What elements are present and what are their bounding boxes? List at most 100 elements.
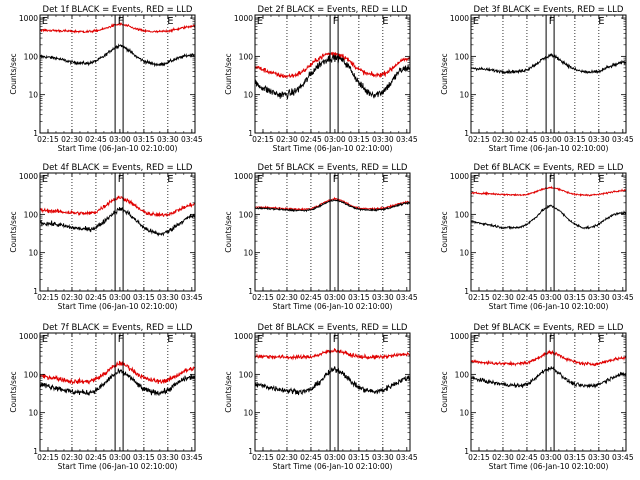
x-tick-label: 03:00 bbox=[324, 453, 346, 462]
x-tick-label: 03:00 bbox=[540, 453, 562, 462]
chart-title: Det 8f BLACK = Events, RED = LLD bbox=[258, 323, 408, 333]
segment-marker-label: F bbox=[118, 174, 124, 185]
y-axis-label: Counts/sec bbox=[224, 211, 233, 252]
y-tick-label: 1 bbox=[33, 287, 38, 296]
y-tick-label: 10 bbox=[459, 409, 469, 418]
x-tick-label: 02:45 bbox=[516, 453, 538, 462]
y-axis-label: Counts/sec bbox=[9, 53, 18, 94]
x-tick-label: 02:45 bbox=[300, 453, 322, 462]
x-tick-label: 02:45 bbox=[300, 293, 322, 302]
y-tick-label: 1000 bbox=[19, 332, 38, 341]
x-tick-label: 03:45 bbox=[181, 293, 203, 302]
series-line bbox=[40, 195, 195, 218]
series-line bbox=[255, 51, 410, 79]
x-tick-label: 02:30 bbox=[492, 453, 514, 462]
x-tick-label: 02:15 bbox=[468, 293, 490, 302]
series-line bbox=[255, 366, 410, 396]
x-tick-label: 03:00 bbox=[109, 453, 131, 462]
y-tick-label: 100 bbox=[455, 370, 470, 379]
series-line bbox=[255, 196, 410, 211]
y-tick-label: 10 bbox=[243, 249, 253, 258]
y-axis-label: Counts/sec bbox=[224, 371, 233, 412]
segment-marker-label: E bbox=[598, 174, 604, 185]
x-tick-label: 03:15 bbox=[133, 293, 155, 302]
x-tick-label: 03:00 bbox=[540, 135, 562, 144]
series-line bbox=[40, 22, 195, 34]
y-tick-label: 1000 bbox=[450, 14, 469, 23]
x-tick-label: 03:15 bbox=[564, 135, 586, 144]
segment-marker-label: E bbox=[167, 334, 173, 345]
y-tick-label: 100 bbox=[239, 52, 254, 61]
x-tick-label: 03:15 bbox=[564, 453, 586, 462]
x-tick-label: 03:00 bbox=[540, 293, 562, 302]
x-tick-label: 02:15 bbox=[37, 453, 59, 462]
x-tick-label: 02:30 bbox=[61, 293, 83, 302]
x-tick-label: 02:30 bbox=[276, 453, 298, 462]
segment-marker-label: F bbox=[333, 334, 339, 345]
y-tick-label: 100 bbox=[24, 52, 39, 61]
x-tick-label: 03:15 bbox=[564, 293, 586, 302]
series-line bbox=[471, 185, 626, 198]
x-tick-label: 03:30 bbox=[157, 453, 179, 462]
segment-marker-label: E bbox=[257, 174, 263, 185]
x-axis-label: Start Time (06-Jan-10 02:10:00) bbox=[58, 144, 178, 153]
series-line bbox=[255, 348, 410, 361]
x-axis-label: Start Time (06-Jan-10 02:10:00) bbox=[273, 462, 393, 471]
segment-marker-label: E bbox=[257, 16, 263, 27]
series-line bbox=[471, 52, 626, 75]
y-tick-label: 10 bbox=[28, 249, 38, 258]
x-tick-label: 03:45 bbox=[181, 135, 203, 144]
x-tick-label: 02:30 bbox=[276, 135, 298, 144]
x-axis-label: Start Time (06-Jan-10 02:10:00) bbox=[58, 462, 178, 471]
series-line bbox=[40, 360, 195, 386]
x-tick-label: 02:15 bbox=[37, 135, 59, 144]
x-tick-label: 03:45 bbox=[612, 293, 634, 302]
x-tick-label: 02:30 bbox=[492, 293, 514, 302]
x-tick-label: 03:00 bbox=[109, 135, 131, 144]
y-tick-label: 1000 bbox=[234, 14, 253, 23]
x-tick-label: 02:45 bbox=[300, 135, 322, 144]
x-axis-label: Start Time (06-Jan-10 02:10:00) bbox=[58, 302, 178, 311]
plot-frame bbox=[254, 332, 411, 452]
x-axis-label: Start Time (06-Jan-10 02:10:00) bbox=[489, 462, 609, 471]
y-tick-label: 1000 bbox=[450, 172, 469, 181]
plot-frame bbox=[39, 332, 196, 452]
chart-title: Det 6f BLACK = Events, RED = LLD bbox=[474, 163, 624, 173]
x-tick-label: 03:15 bbox=[133, 453, 155, 462]
segment-marker-label: E bbox=[598, 16, 604, 27]
x-tick-label: 03:15 bbox=[133, 135, 155, 144]
series-line bbox=[471, 366, 626, 389]
segment-marker-label: E bbox=[382, 334, 388, 345]
plot-frame bbox=[39, 172, 196, 292]
x-tick-label: 03:45 bbox=[396, 135, 418, 144]
segment-marker-label: F bbox=[333, 16, 339, 27]
chart-title: Det 7f BLACK = Events, RED = LLD bbox=[43, 323, 193, 333]
y-tick-label: 10 bbox=[243, 91, 253, 100]
x-tick-label: 03:30 bbox=[372, 293, 394, 302]
segment-marker-label: E bbox=[167, 174, 173, 185]
segment-marker-label: F bbox=[118, 334, 124, 345]
y-tick-label: 1 bbox=[248, 447, 253, 456]
y-tick-label: 1000 bbox=[234, 172, 253, 181]
y-tick-label: 10 bbox=[28, 409, 38, 418]
series-line bbox=[471, 349, 626, 367]
series-line bbox=[255, 53, 410, 100]
series-line bbox=[40, 43, 195, 68]
x-tick-label: 02:45 bbox=[85, 453, 107, 462]
y-tick-label: 100 bbox=[455, 210, 470, 219]
x-tick-label: 02:15 bbox=[252, 293, 274, 302]
chart-title: Det 9f BLACK = Events, RED = LLD bbox=[474, 323, 624, 333]
y-axis-label: Counts/sec bbox=[440, 211, 449, 252]
segment-marker-label: F bbox=[333, 174, 339, 185]
x-tick-label: 03:15 bbox=[348, 293, 370, 302]
y-tick-label: 1 bbox=[33, 129, 38, 138]
y-tick-label: 100 bbox=[24, 370, 39, 379]
y-tick-label: 100 bbox=[455, 52, 470, 61]
segment-marker-label: F bbox=[549, 174, 555, 185]
x-axis-label: Start Time (06-Jan-10 02:10:00) bbox=[273, 144, 393, 153]
